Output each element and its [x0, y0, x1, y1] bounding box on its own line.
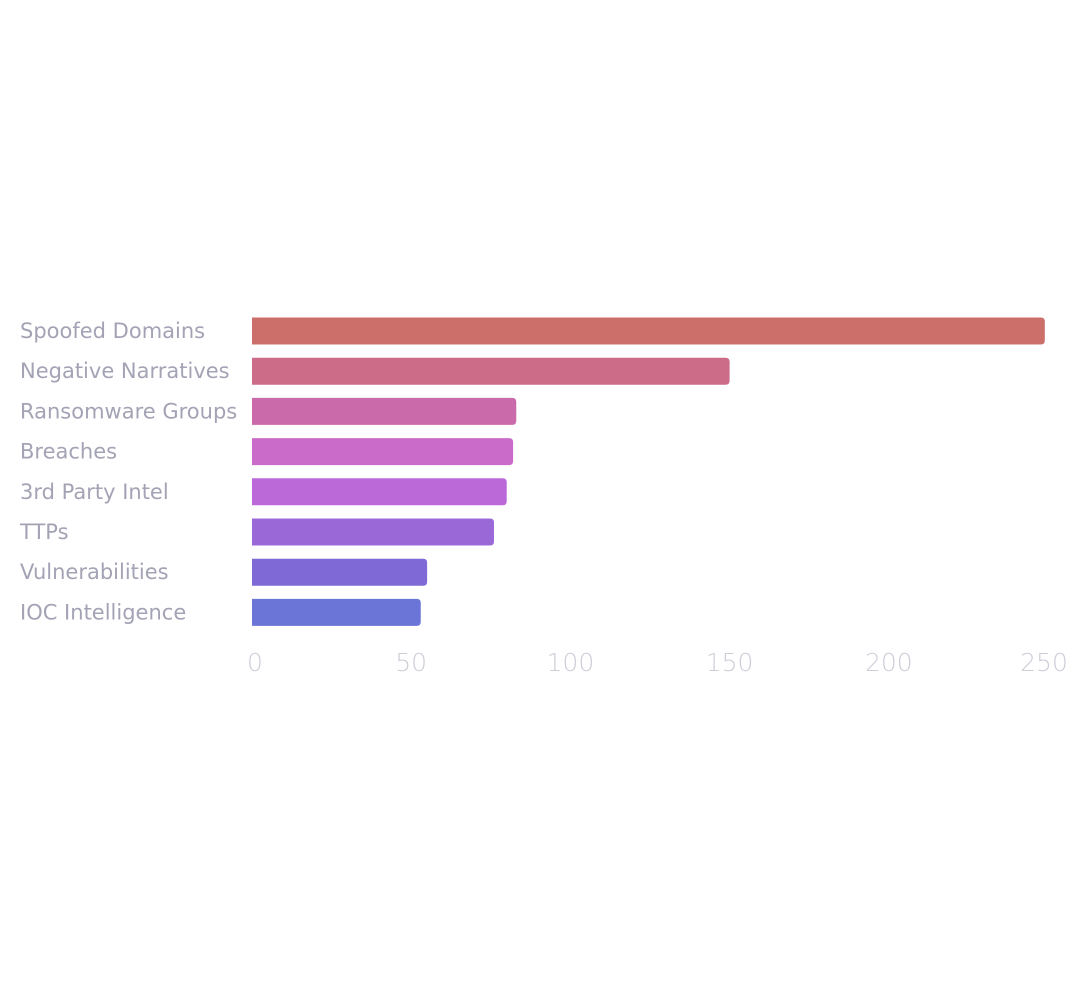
bar-vulnerabilities — [252, 558, 428, 586]
category-label: IOC Intelligence — [20, 600, 186, 624]
x-tick-label: 0 — [247, 648, 263, 677]
bar-breaches — [252, 438, 514, 466]
x-tick-label: 200 — [865, 648, 913, 677]
bars-group — [252, 317, 1045, 626]
bar-3rd-party-intel — [252, 478, 507, 506]
category-label: Breaches — [20, 440, 117, 464]
x-tick-label: 150 — [706, 648, 754, 677]
x-tick-label: 100 — [547, 648, 595, 677]
x-tick-label: 50 — [395, 648, 427, 677]
x-tick-label: 250 — [1020, 648, 1068, 677]
bar-ransomware-groups — [252, 397, 517, 425]
bar-ioc-intelligence — [252, 598, 421, 626]
category-label: Spoofed Domains — [20, 319, 205, 343]
category-label: 3rd Party Intel — [20, 480, 169, 504]
bar-negative-narratives — [252, 357, 730, 385]
x-axis-tick-labels: 0 50 100 150 200 250 — [247, 648, 1068, 677]
bar-ttps — [252, 518, 494, 546]
category-label: Negative Narratives — [20, 359, 230, 383]
category-label: TTPs — [19, 520, 69, 544]
bar-spoofed-domains — [252, 317, 1045, 345]
category-labels: Spoofed Domains Negative Narratives Ransom… — [19, 319, 237, 624]
category-label: Ransomware Groups — [20, 399, 237, 423]
category-label: Vulnerabilities — [20, 560, 169, 584]
